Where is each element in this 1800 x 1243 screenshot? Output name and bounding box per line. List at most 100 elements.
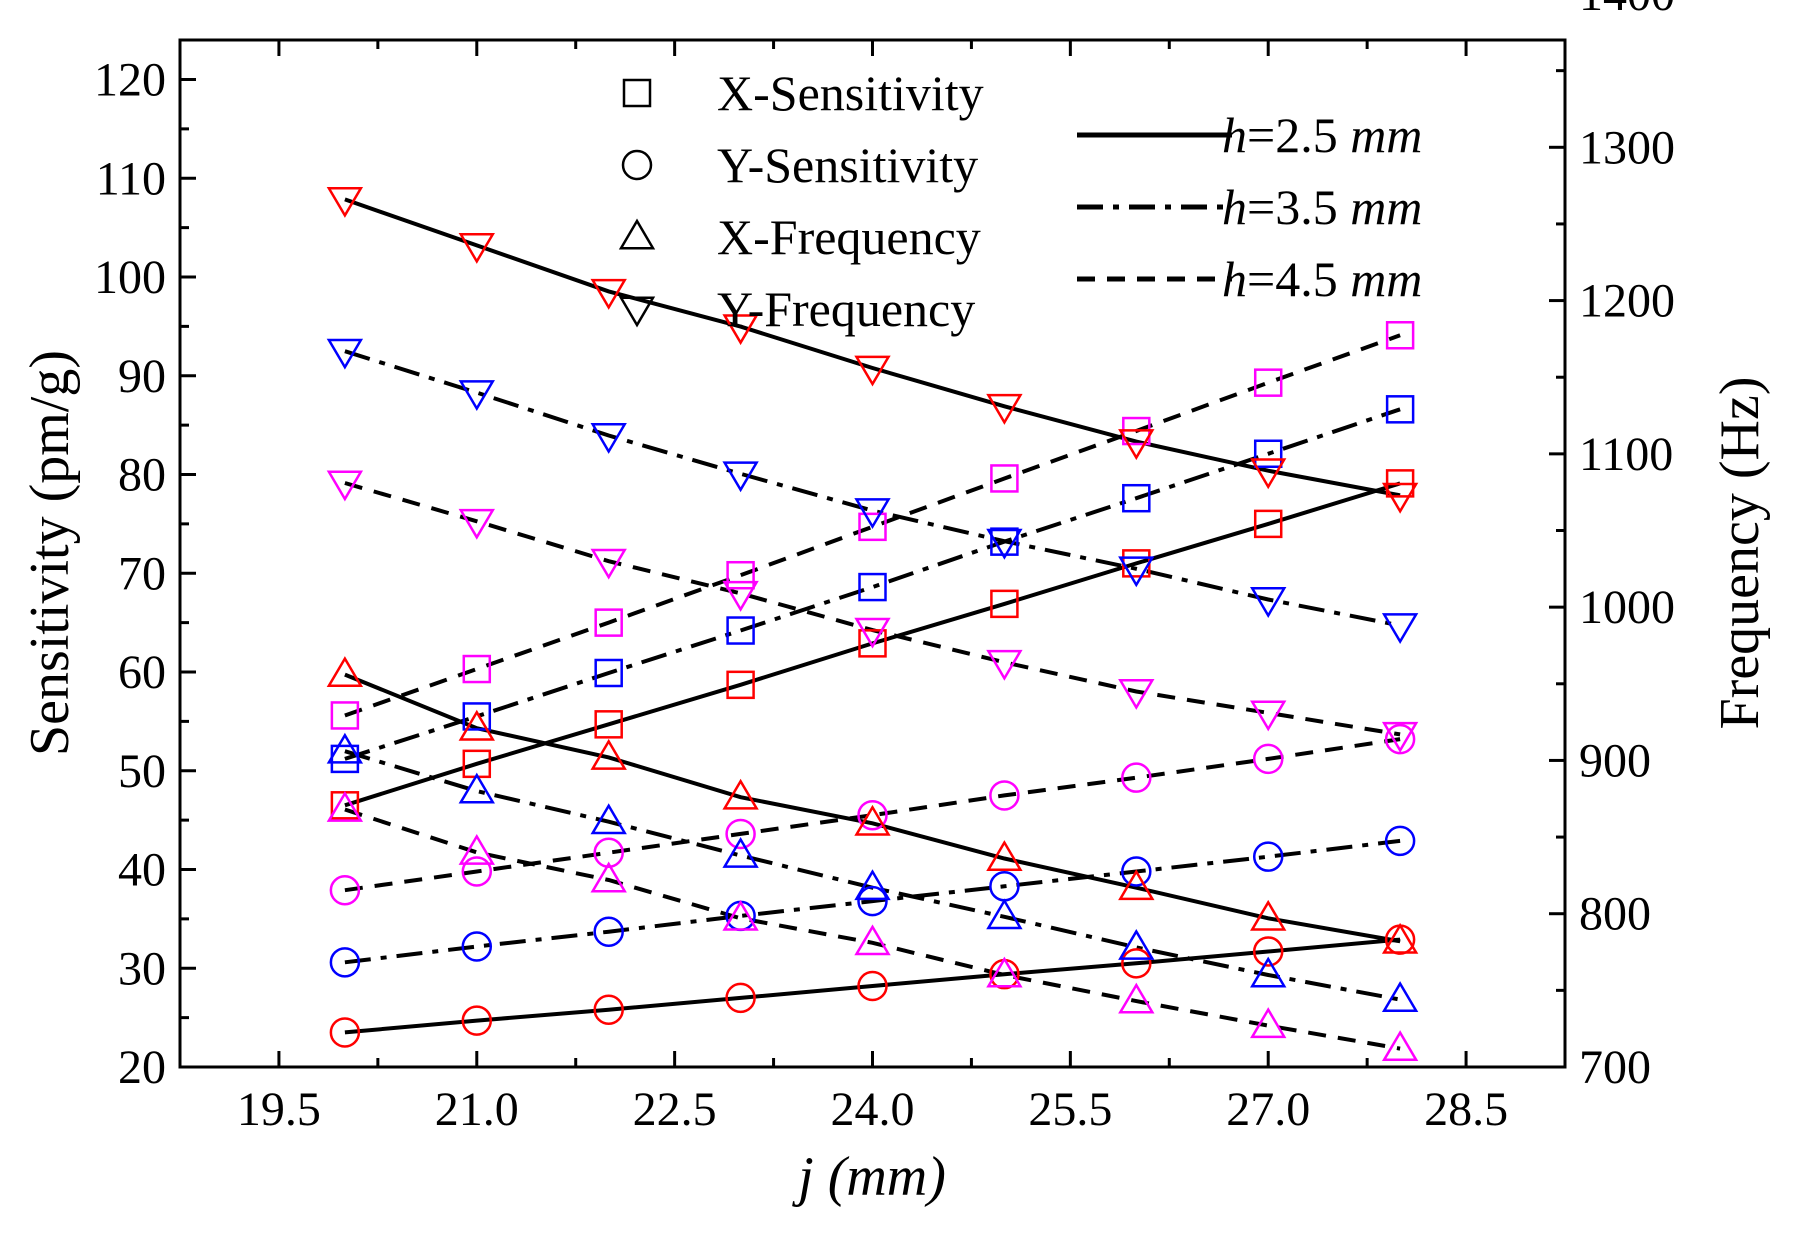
- y-right-axis-title: Frequency (Hz): [1709, 377, 1771, 730]
- data-point-triangle-down: [326, 338, 364, 370]
- legend-marker-triangle-up: [618, 218, 656, 250]
- data-point-circle: [1252, 743, 1284, 775]
- data-point-triangle-down: [1250, 587, 1287, 618]
- data-point-circle: [593, 994, 624, 1025]
- data-point-square: [462, 702, 492, 731]
- data-point-triangle-up: [986, 956, 1023, 988]
- series-markers: [326, 186, 1419, 1062]
- data-point-square: [594, 658, 623, 688]
- series-line: [344, 349, 1401, 628]
- y-left-tick-label: 70: [118, 547, 166, 600]
- data-point-circle: [593, 916, 624, 947]
- data-point-circle: [1252, 936, 1284, 967]
- data-point-triangle-down: [458, 508, 495, 540]
- data-point-square: [462, 654, 492, 684]
- data-point-circle: [329, 1017, 361, 1048]
- x-tick-label: 19.5: [237, 1083, 321, 1136]
- data-point-circle: [857, 970, 888, 1002]
- data-point-square: [726, 616, 755, 645]
- data-point-square: [990, 589, 1019, 619]
- data-point-triangle-up: [1118, 869, 1155, 901]
- data-point-circle: [1121, 948, 1152, 979]
- series-lines: [344, 197, 1401, 1051]
- y-left-tick-label: 60: [118, 646, 166, 699]
- data-point-triangle-down: [590, 423, 627, 454]
- data-point-triangle-down: [326, 470, 364, 502]
- series-line: [344, 407, 1401, 761]
- data-point-square: [594, 608, 623, 637]
- legend-line-label: h=4.5 mm: [1222, 251, 1422, 307]
- y-right-tick-label: 700: [1579, 1041, 1651, 1094]
- data-point-square: [1122, 483, 1151, 513]
- legend-unit: mm: [1350, 251, 1422, 307]
- series-line: [344, 737, 1401, 893]
- legend-label: X-Sensitivity: [717, 65, 984, 121]
- data-point-triangle-down: [1118, 679, 1155, 710]
- legend-unit: mm: [1350, 179, 1422, 235]
- legend-value: =2.5: [1247, 107, 1350, 163]
- data-point-triangle-down: [854, 355, 891, 387]
- data-point-circle: [725, 818, 756, 850]
- data-point-circle: [1384, 723, 1416, 755]
- data-point-triangle-down: [458, 380, 495, 412]
- x-tick-label: 21.0: [435, 1083, 519, 1136]
- y-left-axis-title: Sensitivity (pm/g): [19, 350, 81, 756]
- x-axis-unit: (mm): [814, 1146, 946, 1208]
- y-right-tick-label: 900: [1579, 734, 1651, 787]
- data-point-square: [330, 701, 360, 730]
- data-point-circle: [329, 947, 361, 978]
- legend-label: Y-Frequency: [717, 281, 975, 337]
- data-point-square: [1385, 321, 1415, 350]
- data-point-triangle-up: [1381, 1030, 1419, 1062]
- data-point-triangle-down: [986, 393, 1023, 425]
- axis-ticks: [180, 40, 1565, 1069]
- y-left-tick-label: 90: [118, 350, 166, 403]
- y-right-tick-label: 1000: [1579, 581, 1675, 634]
- x-axis-variable: j: [792, 1146, 814, 1208]
- y-right-tick-label: 1100: [1579, 428, 1673, 481]
- data-point-square: [858, 629, 887, 658]
- data-point-triangle-up: [1250, 1007, 1287, 1039]
- legend-line-label: h=3.5 mm: [1222, 179, 1422, 235]
- x-tick-label: 25.5: [1028, 1083, 1112, 1136]
- data-point-triangle-up: [458, 833, 495, 865]
- data-point-triangle-down: [722, 461, 759, 493]
- series-line: [344, 807, 1401, 1051]
- data-point-triangle-down: [590, 278, 627, 310]
- data-point-triangle-down: [1381, 482, 1419, 514]
- data-point-circle: [1121, 762, 1152, 793]
- data-point-triangle-down: [986, 649, 1023, 681]
- data-point-circle: [1121, 856, 1152, 887]
- y-left-tick-label: 50: [118, 745, 166, 798]
- data-point-triangle-up: [458, 709, 495, 741]
- data-point-triangle-up: [326, 656, 364, 688]
- legend-marker-circle: [621, 149, 653, 181]
- legend-value: =3.5: [1247, 179, 1350, 235]
- data-point-triangle-down: [1250, 700, 1287, 732]
- data-point-square: [858, 512, 887, 542]
- legend-marker-triangle-down: [618, 296, 656, 328]
- data-point-triangle-up: [722, 899, 759, 931]
- x-tick-label: 24.0: [831, 1083, 915, 1136]
- legend-value: =4.5: [1247, 251, 1350, 307]
- data-point-square: [1253, 509, 1283, 539]
- data-point-circle: [857, 799, 888, 831]
- series-line: [344, 197, 1401, 498]
- data-point-triangle-down: [1381, 613, 1419, 645]
- x-axis-title: j (mm): [792, 1146, 946, 1208]
- y-left-tick-label: 40: [118, 844, 166, 897]
- legend-var: h: [1222, 251, 1247, 307]
- data-point-triangle-down: [326, 186, 364, 218]
- legend-line-label: h=2.5 mm: [1222, 107, 1422, 163]
- y-left-tick-label: 30: [118, 942, 166, 995]
- data-point-circle: [461, 856, 493, 887]
- data-point-circle: [1384, 825, 1416, 857]
- y-right-tick-label: 1400: [1579, 0, 1675, 21]
- y-left-tick-label: 100: [94, 251, 166, 304]
- y-left-tick-label: 80: [118, 449, 166, 502]
- data-point-triangle-down: [722, 314, 759, 346]
- data-point-square: [1385, 395, 1415, 424]
- data-point-square: [990, 464, 1019, 493]
- data-point-triangle-down: [1118, 556, 1155, 588]
- legend-unit: mm: [1350, 107, 1422, 163]
